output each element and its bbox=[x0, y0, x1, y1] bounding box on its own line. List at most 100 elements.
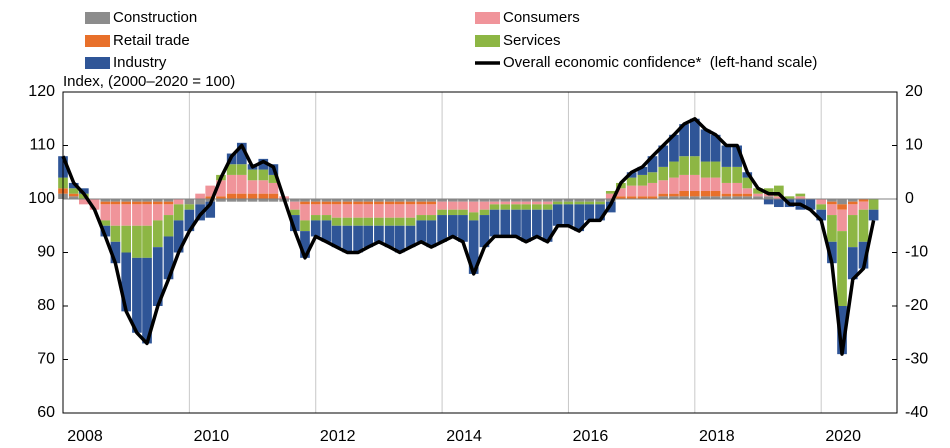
bar-segment bbox=[394, 201, 405, 205]
bar-segment bbox=[236, 193, 247, 199]
bar-segment bbox=[626, 196, 637, 199]
plot-frame bbox=[62, 91, 898, 414]
y2-tick-label: 20 bbox=[905, 83, 923, 100]
bar-segment bbox=[437, 201, 447, 210]
bar-segment bbox=[132, 201, 142, 205]
bar-segment bbox=[110, 204, 121, 226]
y2-tick-label: 10 bbox=[905, 137, 923, 154]
bar-segment bbox=[700, 161, 711, 178]
bar-segment bbox=[100, 199, 111, 202]
bar-segment bbox=[226, 199, 237, 202]
bar-segment bbox=[321, 204, 332, 216]
bar-segment bbox=[290, 199, 300, 202]
bar-segment bbox=[732, 193, 742, 197]
bar-segment bbox=[416, 204, 427, 216]
bar-segment bbox=[658, 193, 669, 197]
bar-segment bbox=[310, 220, 321, 237]
bar-segment bbox=[163, 215, 174, 237]
bar-segment bbox=[816, 209, 827, 221]
bar-segment bbox=[700, 177, 711, 191]
bar-segment bbox=[342, 225, 353, 253]
bar-segment bbox=[353, 201, 363, 205]
bar-segment bbox=[532, 201, 542, 205]
bar-segment bbox=[532, 204, 542, 210]
bar-segment bbox=[79, 199, 89, 205]
bar-segment bbox=[331, 225, 342, 248]
bar-segment bbox=[574, 201, 585, 205]
bar-segment bbox=[626, 185, 637, 197]
bar-segment bbox=[679, 190, 689, 197]
bar-segment bbox=[521, 201, 531, 205]
bar-segment bbox=[732, 145, 742, 167]
bar-segment bbox=[426, 215, 437, 221]
legend-swatch bbox=[85, 35, 110, 47]
bar-segment bbox=[173, 204, 184, 221]
bar-segment bbox=[195, 199, 205, 205]
y-tick-label: 70 bbox=[37, 351, 55, 368]
bar-segment bbox=[868, 199, 879, 210]
bar-segment bbox=[268, 182, 279, 194]
bar-segment bbox=[205, 185, 216, 197]
bar-segment bbox=[100, 225, 111, 237]
bar-segment bbox=[742, 177, 753, 189]
bar-segment bbox=[458, 201, 468, 210]
bar-segment bbox=[500, 204, 511, 210]
bar-segment bbox=[689, 174, 700, 191]
bar-segment bbox=[584, 204, 595, 221]
bar-segment bbox=[374, 204, 384, 218]
bar-segment bbox=[689, 156, 700, 175]
x-tick-label: 2008 bbox=[67, 428, 103, 445]
bar-segment bbox=[784, 196, 795, 199]
legend-label: Overall economic confidence* (left-hand … bbox=[503, 54, 817, 71]
bar-segment bbox=[216, 180, 226, 197]
bar-segment bbox=[405, 199, 416, 202]
bar-segment bbox=[847, 215, 858, 248]
bar-segment bbox=[310, 215, 321, 221]
bar-segment bbox=[416, 201, 427, 205]
bar-segment bbox=[68, 182, 79, 189]
bar-segment bbox=[353, 225, 363, 253]
bar-segment bbox=[258, 158, 269, 170]
bar-segment bbox=[669, 196, 679, 199]
bar-segment bbox=[163, 204, 174, 216]
bar-segment bbox=[374, 225, 384, 242]
bar-segment bbox=[300, 204, 310, 221]
bar-segment bbox=[132, 257, 142, 333]
bar-segment bbox=[216, 196, 226, 199]
bar-segment bbox=[68, 193, 79, 197]
bar-segment bbox=[121, 252, 132, 312]
bar-segment bbox=[310, 199, 321, 202]
bar-segment bbox=[163, 236, 174, 280]
bar-segment bbox=[363, 217, 374, 226]
bar-segment bbox=[753, 196, 763, 199]
bar-segment bbox=[500, 209, 511, 237]
bar-segment bbox=[542, 204, 553, 210]
bar-segment bbox=[142, 225, 152, 258]
bar-segment bbox=[595, 199, 605, 202]
bar-segment bbox=[353, 217, 363, 226]
bar-segment bbox=[858, 199, 869, 202]
bar-segment bbox=[290, 215, 300, 232]
bar-segment bbox=[500, 201, 511, 205]
bar-segment bbox=[342, 217, 353, 226]
bar-segment bbox=[100, 220, 111, 226]
legend-label: Construction bbox=[113, 9, 197, 26]
bar-segment bbox=[416, 199, 427, 202]
y2-tick-label: 0 bbox=[905, 190, 914, 207]
bar-segment bbox=[468, 201, 479, 213]
bar-segment bbox=[837, 199, 847, 205]
bar-segment bbox=[626, 172, 637, 178]
bar-segment bbox=[258, 180, 269, 194]
bar-segment bbox=[858, 201, 869, 210]
bar-segment bbox=[479, 199, 490, 202]
bar-segment bbox=[584, 199, 595, 202]
bar-segment bbox=[721, 196, 732, 199]
bar-segment bbox=[152, 247, 163, 306]
bar-segment bbox=[637, 196, 648, 199]
bar-segment bbox=[132, 199, 142, 202]
bar-segment bbox=[458, 215, 468, 242]
bar-segment bbox=[721, 145, 732, 167]
bar-segment bbox=[68, 196, 79, 199]
bar-segment bbox=[468, 199, 479, 202]
bar-segment bbox=[110, 241, 121, 264]
